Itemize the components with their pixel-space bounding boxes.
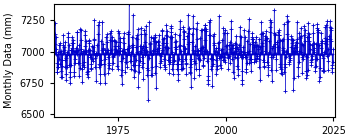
Y-axis label: Monthly Data (mm): Monthly Data (mm) — [4, 13, 14, 108]
